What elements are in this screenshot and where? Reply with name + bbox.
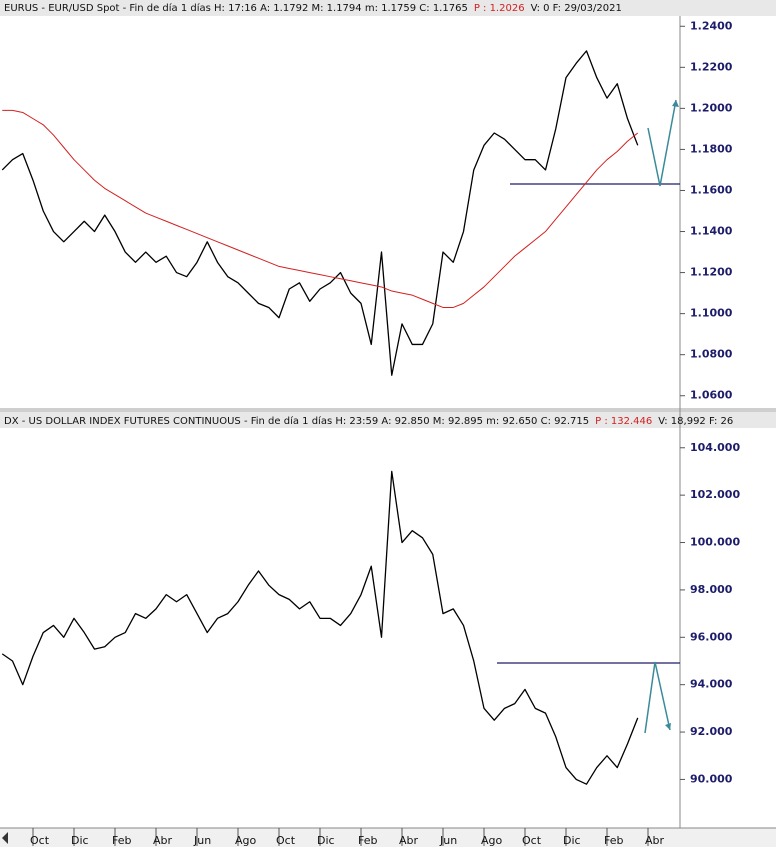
price-line	[2, 109, 639, 308]
price-line	[1, 50, 639, 376]
header-bar	[0, 412, 776, 428]
y-tick-label: 90.000	[690, 772, 733, 785]
y-tick-label: 94.000	[690, 678, 733, 691]
price-line	[1, 470, 639, 785]
x-axis-bar	[0, 828, 776, 847]
x-tick-label: Ago	[235, 834, 257, 847]
y-tick-label: 98.000	[690, 583, 733, 596]
y-tick-label: 1.1000	[690, 307, 733, 320]
y-tick-label: 102.000	[690, 488, 740, 501]
x-tick-label: Dic	[563, 834, 581, 847]
projection-arrow	[644, 661, 671, 734]
y-tick-label: 1.1200	[690, 266, 733, 279]
y-tick-label: 104.000	[690, 441, 740, 454]
scroll-arrow[interactable]	[2, 832, 8, 844]
annotations	[497, 99, 680, 734]
x-tick-label: Abr	[399, 834, 419, 847]
projection-arrow	[647, 99, 677, 187]
x-tick-label: Abr	[645, 834, 665, 847]
y-tick-label: 96.000	[690, 630, 733, 643]
x-tick-label: Ago	[481, 834, 503, 847]
x-tick-label: Feb	[604, 834, 623, 847]
arrow-head	[665, 723, 671, 730]
y-tick-label: 1.2200	[690, 60, 733, 73]
header-bar	[0, 0, 776, 16]
x-tick-label: Oct	[522, 834, 542, 847]
x-tick-label: Jun	[439, 834, 457, 847]
y-tick-label: 1.1400	[690, 225, 733, 238]
y-tick-label: 1.2400	[690, 19, 733, 32]
panel-separator	[0, 408, 776, 412]
chart-header: EURUS - EUR/USD Spot - Fin de día 1 días…	[4, 2, 622, 14]
x-tick-label: Abr	[153, 834, 173, 847]
y-tick-label: 1.0800	[690, 348, 733, 361]
x-tick-label: Feb	[112, 834, 131, 847]
arrow-head	[672, 100, 679, 107]
y-tick-label: 100.000	[690, 536, 740, 549]
y-tick-label: 92.000	[690, 725, 733, 738]
x-tick-label: Oct	[276, 834, 296, 847]
x-tick-label: Dic	[71, 834, 89, 847]
chart-header: DX - US DOLLAR INDEX FUTURES CONTINUOUS …	[4, 415, 733, 427]
x-tick-label: Jun	[193, 834, 211, 847]
y-tick-label: 1.1800	[690, 142, 733, 155]
x-tick-label: Oct	[30, 834, 50, 847]
x-tick-label: Dic	[317, 834, 335, 847]
y-tick-label: 1.0600	[690, 389, 733, 402]
x-tick-label: Feb	[358, 834, 377, 847]
y-tick-label: 1.1600	[690, 183, 733, 196]
y-tick-label: 1.2000	[690, 101, 733, 114]
